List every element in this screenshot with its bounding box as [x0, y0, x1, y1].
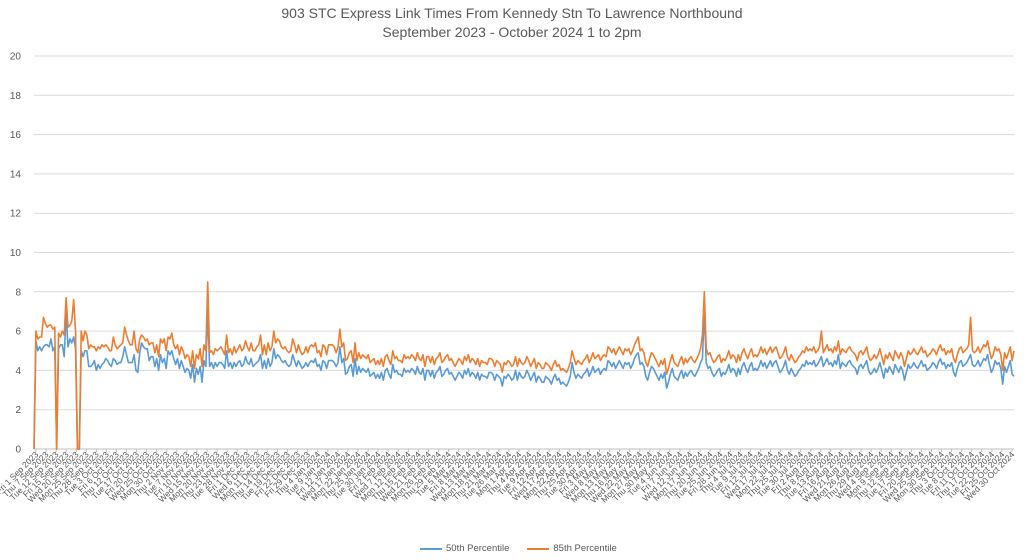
- legend-swatch-50th: [420, 547, 442, 550]
- y-tick-label: 16: [10, 130, 22, 141]
- y-tick-label: 2: [15, 405, 21, 416]
- y-tick-label: 18: [10, 91, 22, 102]
- y-tick-label: 6: [15, 327, 21, 338]
- y-tick-label: 12: [10, 209, 22, 220]
- chart-title: 903 STC Express Link Times From Kennedy …: [281, 5, 743, 21]
- legend-label-50th: 50th Percentile: [446, 543, 510, 554]
- legend-item-50th: 50th Percentile: [420, 543, 509, 554]
- legend-swatch-85th: [527, 547, 550, 550]
- chart-subtitle: September 2023 - October 2024 1 to 2pm: [382, 24, 642, 40]
- y-tick-label: 8: [15, 287, 21, 298]
- legend-label-85th: 85th Percentile: [553, 543, 617, 554]
- plot-area: [33, 281, 1015, 450]
- y-tick-label: 10: [10, 248, 22, 259]
- y-tick-label: 20: [10, 52, 22, 63]
- series-line-50th-percentile: [33, 310, 1015, 450]
- y-axis: 0 2 4 6 8 10 12 14 16 18 20: [10, 52, 22, 456]
- y-tick-label: 14: [10, 169, 22, 180]
- y-tick-label: 0: [15, 445, 21, 456]
- gridlines: [34, 55, 1014, 450]
- legend: 50th Percentile 85th Percentile: [420, 543, 617, 554]
- series-line-85th-percentile: [33, 281, 1015, 450]
- legend-item-85th: 85th Percentile: [527, 543, 617, 554]
- y-tick-label: 4: [15, 366, 21, 377]
